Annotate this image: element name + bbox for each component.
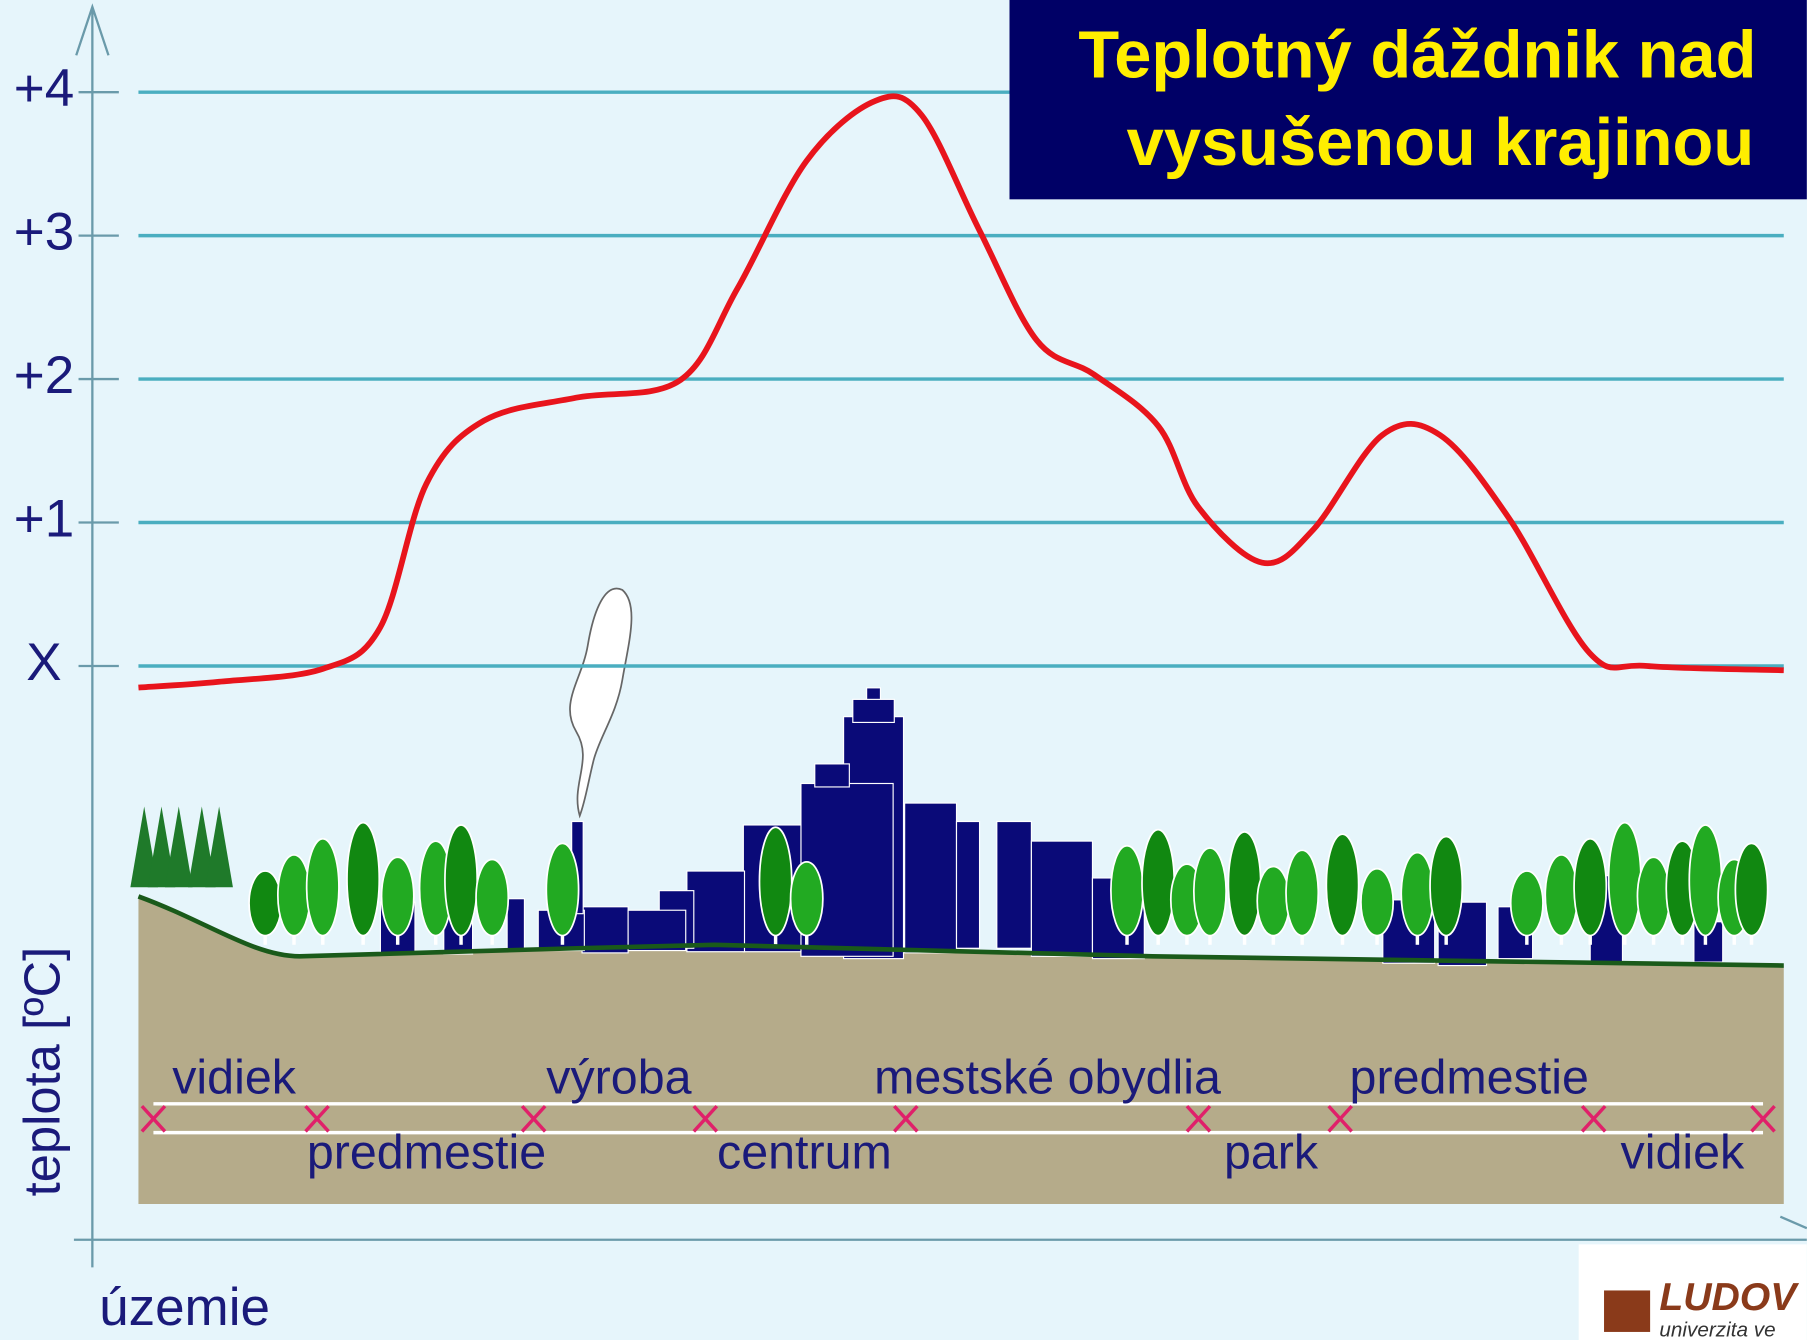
logo: LUDOV univerzita ve [1579,1244,1807,1340]
building [815,764,850,787]
tree [1545,855,1577,936]
logo-text: univerzita ve [1659,1318,1775,1340]
tree [546,843,578,935]
building [687,871,745,952]
building [507,899,524,951]
zone-label: predmestie [1350,1051,1589,1105]
tree [1142,830,1174,936]
x-axis-label: územie [99,1278,270,1337]
chart-title: vysušenou krajinou [1127,106,1754,180]
building [905,803,957,953]
tree [1326,834,1358,935]
tree [1194,848,1226,936]
zone-label: vidiek [1621,1125,1745,1179]
tree [249,871,281,936]
tree [1574,839,1606,936]
zone-label: park [1224,1125,1319,1179]
tree [1361,869,1393,936]
tree [382,857,414,935]
building [957,822,980,949]
tree [347,823,379,936]
tree [307,839,339,936]
tree [791,862,823,936]
building [853,699,894,722]
tree [1286,850,1318,935]
tree [1257,866,1289,935]
building [997,822,1032,949]
y-tick-label: X [26,633,61,692]
y-tick-label: +2 [14,346,74,405]
y-axis-label: teplota [ºC] [14,947,71,1197]
tree [1689,825,1721,936]
tree [1228,832,1260,936]
logo-icon [1604,1290,1650,1331]
logo-text: LUDOV [1659,1276,1799,1319]
tree [1609,823,1641,936]
tree [759,827,791,935]
tree [1430,836,1462,935]
tree [445,825,477,936]
zone-label: výroba [546,1051,691,1105]
zone-label: centrum [717,1125,892,1179]
tree [476,860,508,936]
y-tick-label: +4 [14,59,74,118]
tree [278,855,310,936]
tree [1401,853,1433,936]
chart: X +1 +2 +3 +4 teplota [ºC] územie vidiek pre… [0,0,1807,1340]
tree [1111,846,1143,936]
building [1031,841,1092,956]
tree [1735,843,1767,935]
tree [1511,871,1543,936]
zone-label: predmestie [307,1125,546,1179]
zone-label: vidiek [172,1051,296,1105]
y-tick-label: +3 [14,203,74,262]
chart-title: Teplotný dáždnik nad [1078,19,1756,93]
zone-label: mestské obydlia [874,1051,1221,1105]
tree [1637,857,1669,935]
y-tick-label: +1 [14,490,74,549]
